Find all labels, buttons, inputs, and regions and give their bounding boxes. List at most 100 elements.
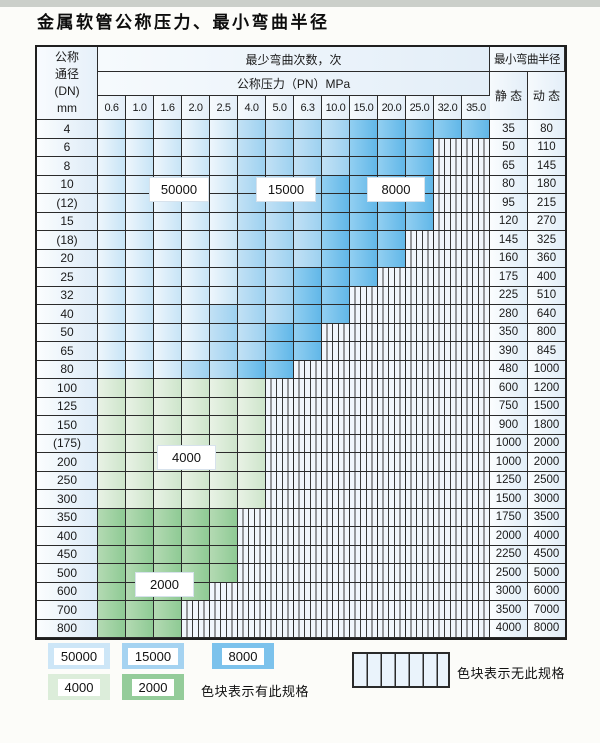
grid-cell: [182, 490, 210, 509]
grid-cell: [406, 212, 434, 231]
table-row: (175) 1000 2000: [37, 434, 565, 453]
grid-cell: [210, 323, 238, 342]
dn-cell: 20: [37, 249, 98, 268]
grid-cell: [182, 619, 210, 638]
grid-cell: [378, 212, 406, 231]
grid-cell: [462, 434, 490, 453]
grid-cell: [182, 268, 210, 287]
grid-cell: [154, 120, 182, 139]
grid-cell: [154, 249, 182, 268]
cycles-label-15000: 15000: [256, 177, 316, 202]
grid-cell: [98, 490, 126, 509]
grid-cell: [266, 601, 294, 620]
grid-cell: [98, 434, 126, 453]
pressure-col-header: 35.0: [462, 96, 490, 120]
dynamic-cell: 1800: [528, 416, 565, 435]
table-row: 400 2000 4000: [37, 527, 565, 546]
grid-cell: [350, 305, 378, 324]
pressure-col-header: 2.0: [182, 96, 210, 120]
grid-cell: [98, 323, 126, 342]
grid-cell: [98, 379, 126, 398]
grid-cell: [322, 231, 350, 250]
grid-cell: [238, 212, 266, 231]
legend-hatched-box: [352, 652, 450, 688]
grid-cell: [406, 231, 434, 250]
grid-cell: [322, 619, 350, 638]
grid-cell: [210, 138, 238, 157]
grid-cell: [238, 508, 266, 527]
dynamic-cell: 5000: [528, 564, 565, 583]
legend-swatch-8000: 8000: [212, 643, 274, 669]
grid-cell: [266, 564, 294, 583]
static-cell: 900: [490, 416, 528, 435]
grid-cell: [434, 157, 462, 176]
grid-cell: [378, 379, 406, 398]
table-row: 40 280 640: [37, 305, 565, 324]
grid-cell: [378, 582, 406, 601]
grid-cell: [378, 231, 406, 250]
grid-cell: [434, 194, 462, 213]
grid-cell: [406, 471, 434, 490]
cycles-label-2000: 2000: [135, 572, 194, 597]
grid-cell: [182, 601, 210, 620]
table-row: 450 2250 4500: [37, 545, 565, 564]
static-cell: 65: [490, 157, 528, 176]
static-cell: 4000: [490, 619, 528, 638]
grid-cell: [434, 175, 462, 194]
table-row: 32 225 510: [37, 286, 565, 305]
grid-cell: [350, 471, 378, 490]
grid-cell: [378, 268, 406, 287]
grid-cell: [434, 268, 462, 287]
grid-cell: [126, 138, 154, 157]
static-cell: 1000: [490, 453, 528, 472]
grid-cell: [126, 305, 154, 324]
grid-cell: [182, 120, 210, 139]
grid-cell: [294, 157, 322, 176]
dynamic-cell: 180: [528, 175, 565, 194]
grid-cell: [154, 416, 182, 435]
grid-cell: [406, 379, 434, 398]
grid-cell: [266, 286, 294, 305]
grid-cell: [434, 453, 462, 472]
grid-cell: [154, 619, 182, 638]
table-row: 4 35 80: [37, 120, 565, 139]
grid-cell: [406, 120, 434, 139]
static-cell: 225: [490, 286, 528, 305]
grid-cell: [434, 416, 462, 435]
pressure-col-header: 32.0: [434, 96, 462, 120]
grid-cell: [266, 305, 294, 324]
grid-cell: [406, 619, 434, 638]
grid-cell: [182, 342, 210, 361]
table-row: 15 120 270: [37, 212, 565, 231]
static-cell: 1000: [490, 434, 528, 453]
grid-cell: [406, 601, 434, 620]
grid-cell: [350, 508, 378, 527]
grid-cell: [266, 471, 294, 490]
grid-cell: [182, 249, 210, 268]
static-cell: 120: [490, 212, 528, 231]
grid-cell: [154, 138, 182, 157]
table-row: 350 1750 3500: [37, 508, 565, 527]
grid-cell: [434, 527, 462, 546]
grid-cell: [98, 138, 126, 157]
grid-cell: [154, 360, 182, 379]
table-row: 65 390 845: [37, 342, 565, 361]
grid-cell: [126, 471, 154, 490]
grid-cell: [406, 564, 434, 583]
grid-cell: [294, 490, 322, 509]
grid-cell: [126, 619, 154, 638]
grid-cell: [322, 397, 350, 416]
grid-cell: [406, 508, 434, 527]
grid-cell: [98, 342, 126, 361]
dynamic-cell: 6000: [528, 582, 565, 601]
grid-cell: [266, 545, 294, 564]
table-row: 150 900 1800: [37, 416, 565, 435]
table-row: 300 1500 3000: [37, 490, 565, 509]
legend-absent-text: 色块表示无此规格: [457, 666, 566, 681]
grid-cell: [238, 286, 266, 305]
grid-cell: [322, 286, 350, 305]
grid-cell: [210, 286, 238, 305]
pressure-col-header: 1.6: [154, 96, 182, 120]
grid-cell: [322, 120, 350, 139]
grid-cell: [378, 342, 406, 361]
